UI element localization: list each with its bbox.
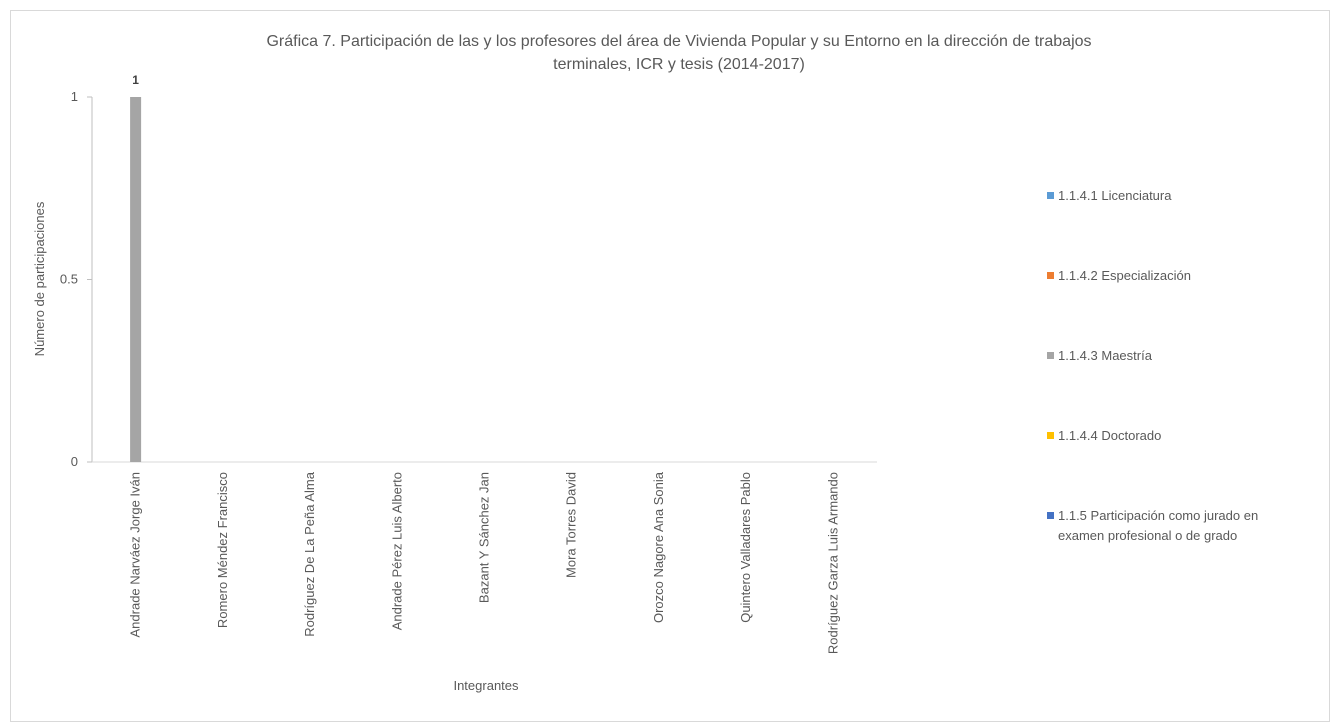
- legend-swatch: [1047, 352, 1054, 359]
- x-category-label: Romero Méndez Francisco: [215, 472, 230, 628]
- x-axis-title: Integrantes: [453, 678, 519, 693]
- x-category-label: Quintero Valladares Pablo: [738, 472, 753, 623]
- x-category-label: Andrade Narváez Jorge Iván: [128, 472, 143, 637]
- x-category-label: Mora Torres David: [564, 472, 579, 578]
- bar: [130, 97, 142, 462]
- legend-label: 1.1.4.3 Maestría: [1058, 348, 1153, 363]
- x-category-label: Andrade Pérez Luis Alberto: [389, 472, 404, 630]
- y-axis-title: Número de participaciones: [32, 201, 47, 356]
- chart-frame: Gráfica 7. Participación de las y los pr…: [10, 10, 1330, 722]
- data-label: 1: [132, 73, 139, 87]
- legend-label: 1.1.4.4 Doctorado: [1058, 428, 1161, 443]
- legend-swatch: [1047, 192, 1054, 199]
- y-tick-label: 1: [71, 89, 78, 104]
- y-tick-label: 0: [71, 454, 78, 469]
- x-category-label: Rodríguez Garza Luis Armando: [825, 472, 840, 654]
- legend-label: 1.1.4.2 Especialización: [1058, 268, 1191, 283]
- x-category-label: Orozco Nagore Ana Sonia: [651, 471, 666, 623]
- legend-label: 1.1.5 Participación como jurado en: [1058, 508, 1258, 523]
- chart-title-line-1: Gráfica 7. Participación de las y los pr…: [266, 33, 1091, 50]
- legend-swatch: [1047, 272, 1054, 279]
- legend-label: 1.1.4.1 Licenciatura: [1058, 188, 1172, 203]
- legend-label: examen profesional o de grado: [1058, 528, 1237, 543]
- chart-title-line-2: terminales, ICR y tesis (2014-2017): [553, 56, 805, 73]
- x-category-label: Bazant Y Sánchez Jan: [477, 472, 492, 603]
- y-tick-label: 0.5: [60, 272, 78, 287]
- x-category-label: Rodríguez De La Peña Alma: [302, 471, 317, 637]
- chart: Gráfica 7. Participación de las y los pr…: [32, 33, 1258, 693]
- legend-swatch: [1047, 432, 1054, 439]
- legend-swatch: [1047, 512, 1054, 519]
